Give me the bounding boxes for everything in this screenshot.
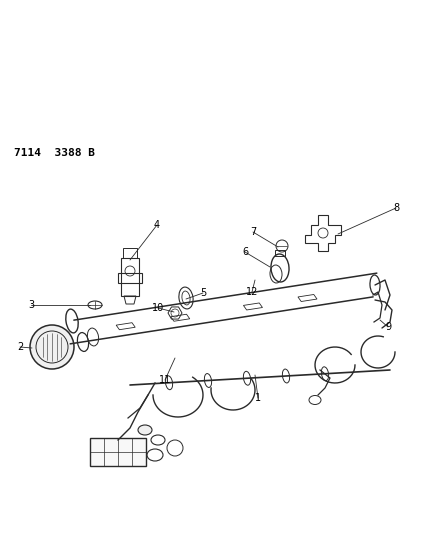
- Text: 7: 7: [250, 227, 256, 237]
- Ellipse shape: [138, 425, 152, 435]
- Text: 11: 11: [159, 375, 171, 385]
- Text: 4: 4: [154, 220, 160, 230]
- Polygon shape: [90, 438, 146, 466]
- Text: 7114  3388 B: 7114 3388 B: [14, 148, 95, 158]
- Text: 5: 5: [200, 288, 206, 298]
- Text: 12: 12: [246, 287, 258, 297]
- Circle shape: [30, 325, 74, 369]
- Text: 2: 2: [17, 342, 23, 352]
- Text: 1: 1: [255, 393, 261, 403]
- Text: 10: 10: [152, 303, 164, 313]
- Text: 9: 9: [385, 322, 391, 332]
- Text: 3: 3: [28, 300, 34, 310]
- Text: 6: 6: [242, 247, 248, 257]
- Text: 8: 8: [393, 203, 399, 213]
